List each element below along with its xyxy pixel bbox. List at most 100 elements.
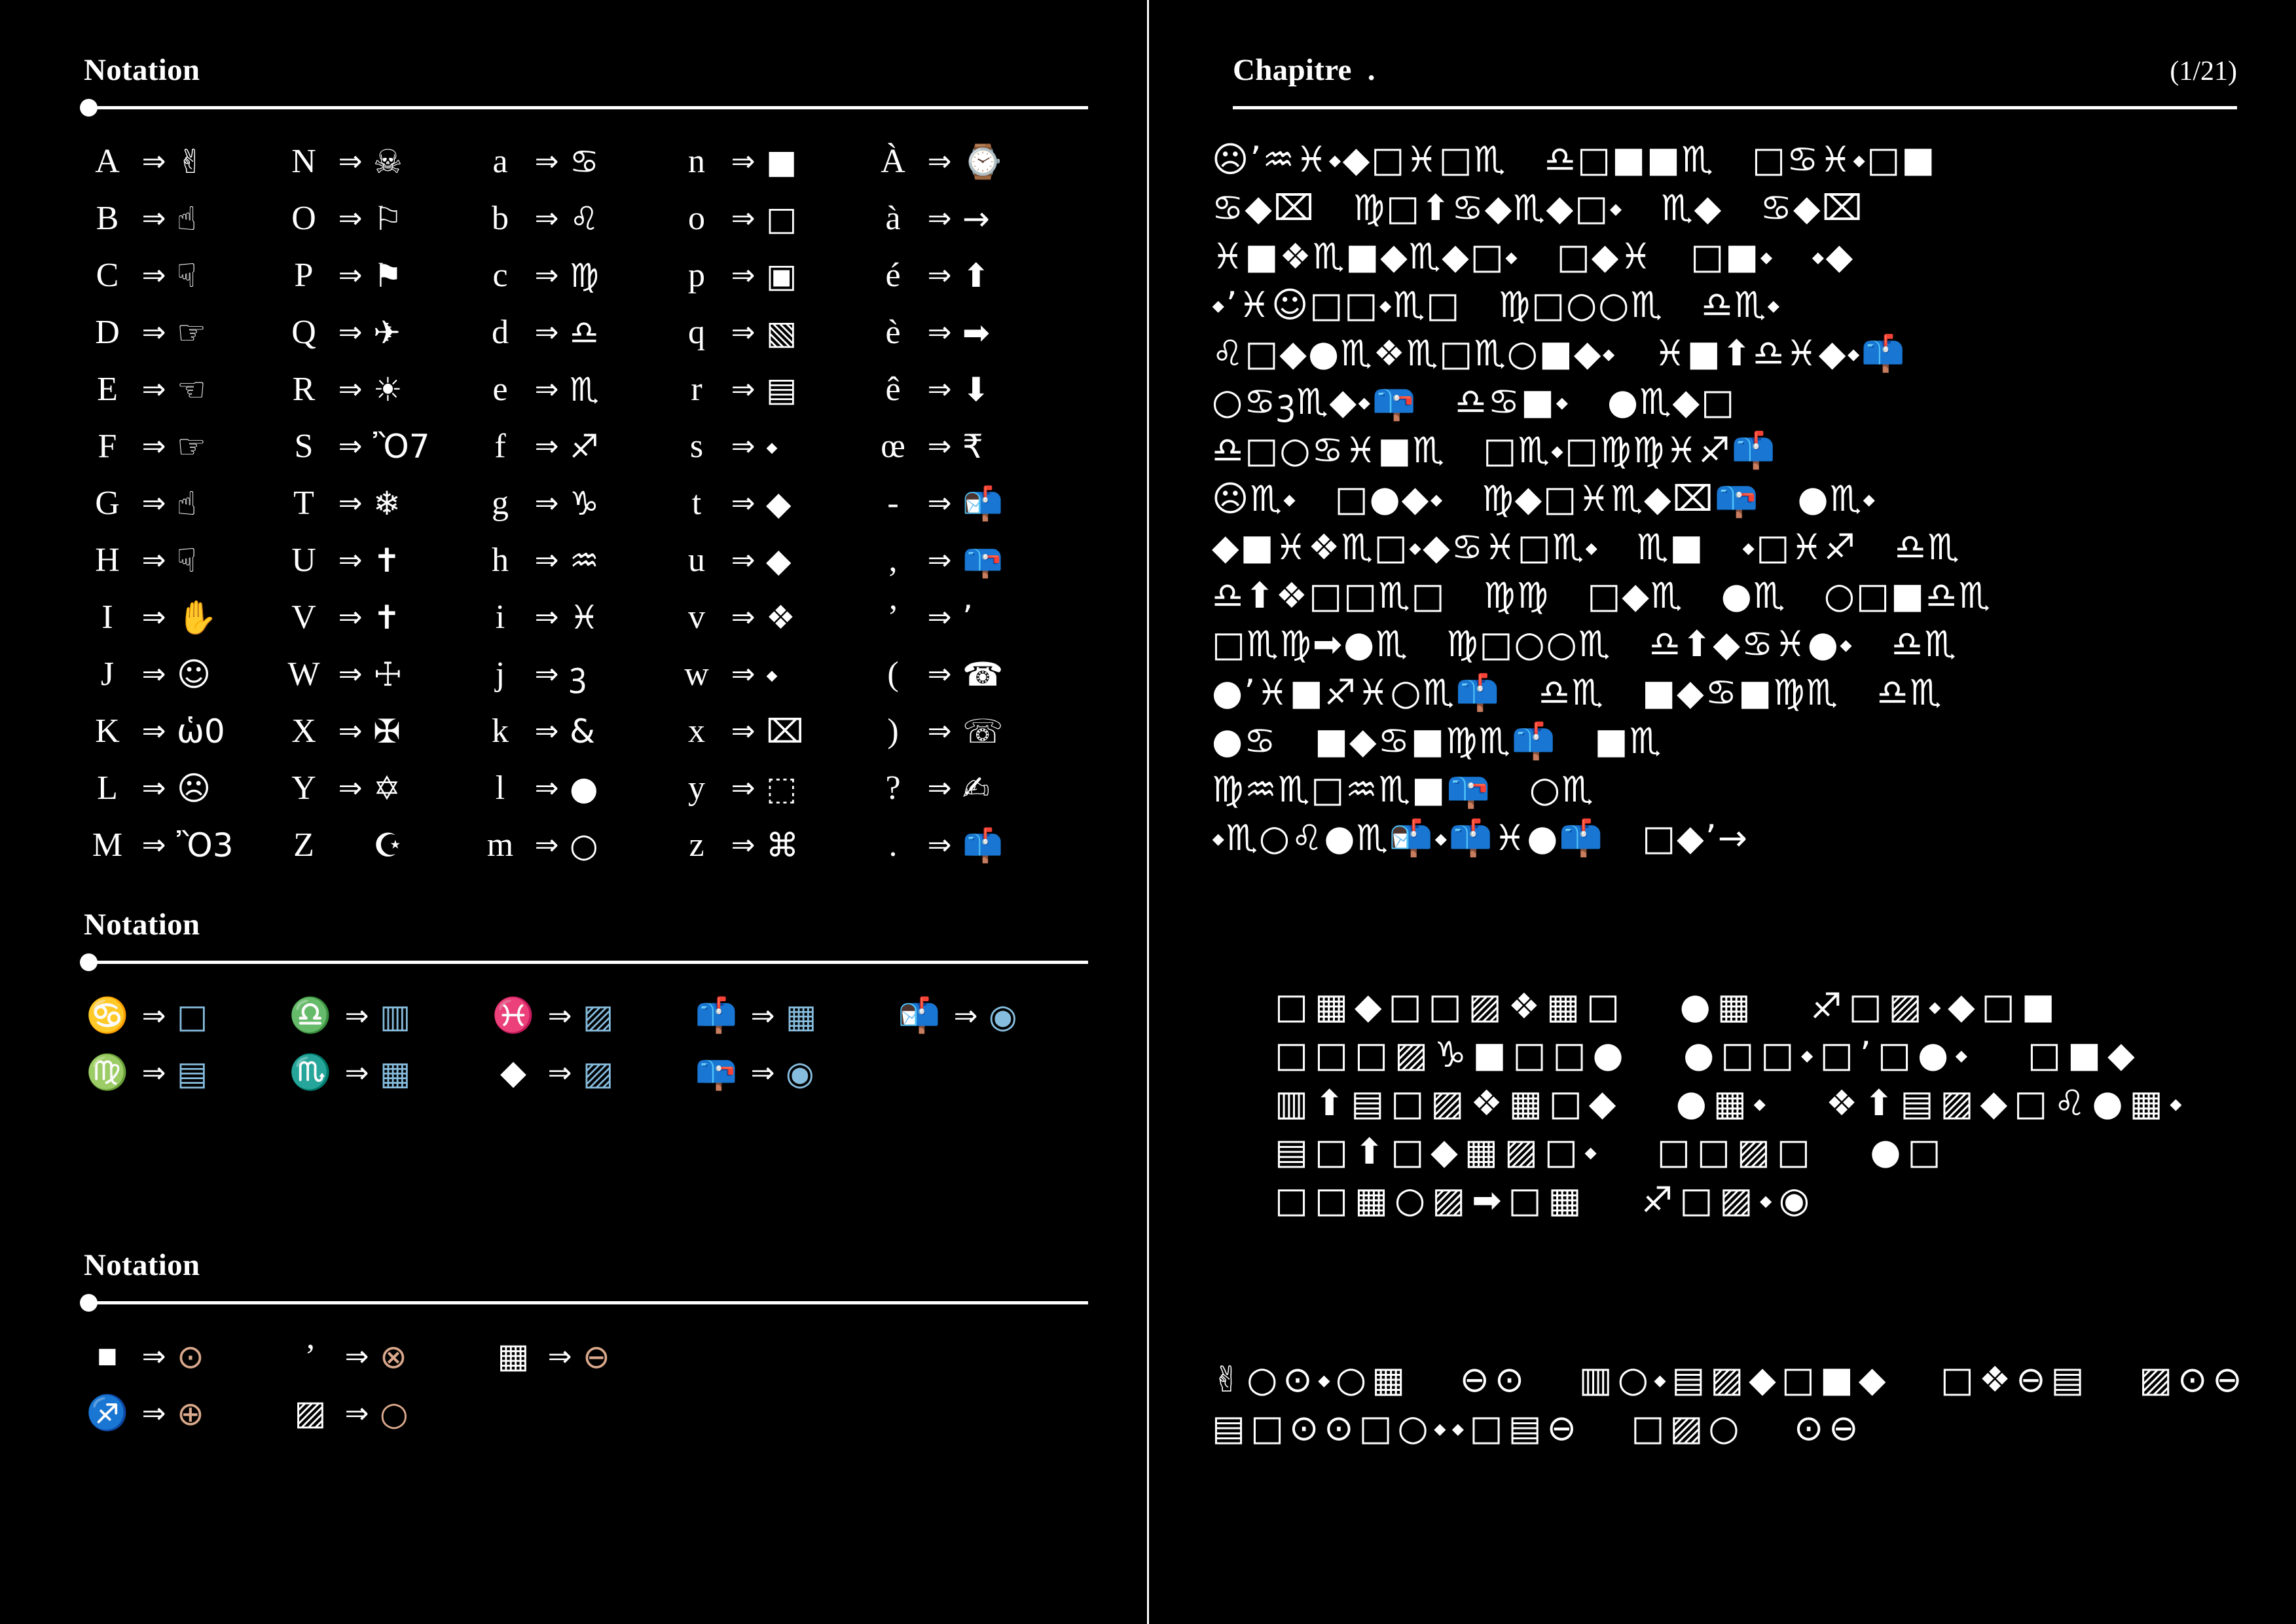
mapping-entry: b ⇒ ♌ bbox=[477, 190, 673, 247]
maps-to-arrow-icon: ⇒ bbox=[731, 486, 756, 520]
mapping-entry: q ⇒ ▧ bbox=[673, 304, 869, 361]
mapping-grid-alphabet: A ⇒ ✌ N ⇒ ☠ a ⇒ ♋ n ⇒ ■ À ⇒ ⌚ B ⇒ ☝ O ⇒ ⚐ b ⇒ ♌ o ⇒ □ à ⇒ → C ⇒ ☟ P ⇒ ⚑ c ⇒ ♍ p… bbox=[0, 133, 1147, 874]
maps-to-arrow-icon: ⇒ bbox=[927, 144, 952, 178]
maps-to-arrow-icon: ⇒ bbox=[731, 771, 756, 805]
mapping-target-icon: ☟ bbox=[177, 256, 197, 295]
mapping-source: ■ bbox=[97, 1337, 118, 1375]
mapping-source: S bbox=[294, 427, 314, 465]
mapping-target-icon: & bbox=[570, 712, 595, 750]
mapping-entry: j ⇒ ꝫ bbox=[477, 646, 673, 703]
mapping-entry: B ⇒ ☝ bbox=[84, 190, 280, 247]
mapping-source: œ bbox=[881, 427, 905, 465]
mapping-entry: ♏ ⇒ ▦ bbox=[287, 1044, 490, 1101]
mapping-entry: N ⇒ ☠ bbox=[280, 133, 477, 190]
mapping-entry: H ⇒ ☟ bbox=[84, 532, 280, 589]
maps-to-arrow-icon: ⇒ bbox=[731, 372, 756, 406]
mapping-entry: U ⇒ ✝ bbox=[280, 532, 477, 589]
mapping-row: B ⇒ ☝ O ⇒ ⚐ b ⇒ ♌ o ⇒ □ à ⇒ → bbox=[84, 190, 1147, 247]
maps-to-arrow-icon: ⇒ bbox=[547, 1056, 572, 1090]
mapping-source: Q bbox=[291, 313, 316, 351]
mapping-source: k bbox=[492, 712, 509, 750]
mapping-entry: m ⇒ ○ bbox=[477, 817, 673, 874]
mapping-entry: w ⇒ ⬩ bbox=[673, 646, 869, 703]
mapping-row: ■ ⇒ ⊙ ’ ⇒ ⊗ ▦ ⇒ ⊖ bbox=[84, 1328, 1147, 1385]
mapping-target-icon: ☜ bbox=[177, 370, 206, 409]
cipher-body-primary: ☹’♒♓⬩◆□♓□♏ ♎□■■♏ □♋♓⬩□■ ♋◆⌧ ♍□⬆♋◆♏◆□⬩ ♏◆ … bbox=[1149, 136, 2296, 862]
mapping-entry: e ⇒ ♏ bbox=[477, 361, 673, 418]
maps-to-arrow-icon: ⇒ bbox=[927, 828, 952, 862]
mapping-source: g bbox=[492, 484, 509, 522]
mapping-target-icon: ▨ bbox=[583, 1054, 614, 1092]
mapping-entry: ♓ ⇒ ▨ bbox=[490, 987, 693, 1044]
mapping-entry: A ⇒ ✌ bbox=[84, 133, 280, 190]
section-title: Notation bbox=[84, 1248, 200, 1282]
mapping-target-icon: ✝ bbox=[373, 541, 401, 580]
cipher-line: □□▦○▨➡□▦ ♐□▨⬩◉ bbox=[1275, 1179, 1816, 1221]
mapping-source: s bbox=[689, 427, 704, 465]
mapping-entry: 📫 ⇒ ▦ bbox=[693, 987, 896, 1044]
mapping-entry: , ⇒ 📪 bbox=[869, 532, 1066, 589]
maps-to-arrow-icon: ⇒ bbox=[338, 144, 363, 178]
mapping-source: ▨ bbox=[294, 1394, 327, 1432]
mapping-source: ◆ bbox=[500, 1054, 526, 1092]
rule-line bbox=[1233, 106, 2237, 109]
mapping-target-icon: ὡ0 bbox=[177, 712, 225, 750]
mapping-source: q bbox=[688, 313, 705, 351]
mapping-target-icon: □ bbox=[766, 199, 797, 238]
notation-section-blue: Notation ♋ ⇒ □ ♎ ⇒ ▥ ♓ ⇒ ▨ 📫 ⇒ ▦ 📬 ⇒ ◉ ♍ ⇒ ▤ ♏ ⇒ ▦ ◆ ⇒ ▨ 📪 ⇒ ◉ bbox=[0, 907, 1147, 1101]
mapping-target-icon: ■ bbox=[766, 142, 797, 181]
maps-to-arrow-icon: ⇒ bbox=[534, 144, 559, 178]
mapping-source: c bbox=[492, 256, 508, 294]
maps-to-arrow-icon: ⇒ bbox=[338, 657, 363, 691]
mapping-source: Z bbox=[293, 826, 314, 864]
maps-to-arrow-icon: ⇒ bbox=[927, 600, 952, 634]
mapping-entry: ♎ ⇒ ▥ bbox=[287, 987, 490, 1044]
maps-to-arrow-icon: ⇒ bbox=[534, 828, 559, 862]
maps-to-arrow-icon: ⇒ bbox=[731, 828, 756, 862]
mapping-source: z bbox=[689, 826, 704, 864]
maps-to-arrow-icon: ⇒ bbox=[141, 657, 166, 691]
mapping-source: O bbox=[291, 199, 316, 237]
cipher-line: ♍♒♏□♒♏■📪 ○♏ bbox=[1212, 769, 1595, 810]
maps-to-arrow-icon: ⇒ bbox=[141, 372, 166, 406]
mapping-entry: Y ⇒ ✡ bbox=[280, 760, 477, 817]
maps-to-arrow-icon: ⇒ bbox=[338, 543, 363, 577]
maps-to-arrow-icon: ⇒ bbox=[141, 429, 166, 463]
mapping-target-icon: ☎ bbox=[962, 655, 1004, 693]
mapping-entry: v ⇒ ❖ bbox=[673, 589, 869, 646]
maps-to-arrow-icon: ⇒ bbox=[534, 657, 559, 691]
mapping-entry: G ⇒ ☝ bbox=[84, 475, 280, 532]
mapping-row: J ⇒ ☺ W ⇒ ☩ j ⇒ ꝫ w ⇒ ⬩ (⇒ ☎ bbox=[84, 646, 1147, 703]
mapping-target-icon: ▣ bbox=[766, 256, 797, 295]
maps-to-arrow-icon: ⇒ bbox=[141, 999, 166, 1033]
mapping-entry: ? ⇒ ✍ bbox=[869, 760, 1066, 817]
mapping-target-icon: ♒ bbox=[570, 541, 599, 580]
mapping-entry: ) ⇒ ☏ bbox=[869, 703, 1066, 760]
mapping-target-icon: ♎ bbox=[570, 313, 599, 352]
mapping-row: G ⇒ ☝ T ⇒ ❄ g ⇒ ♑ t ⇒ ◆ - ⇒ 📬 bbox=[84, 475, 1147, 532]
mapping-source: À bbox=[881, 142, 905, 180]
mapping-grid-salmon: ■ ⇒ ⊙ ’ ⇒ ⊗ ▦ ⇒ ⊖ ♐ ⇒ ⊕ ▨ ⇒ ○ bbox=[0, 1328, 1147, 1442]
mapping-entry: ê ⇒ ⬇ bbox=[869, 361, 1066, 418]
mapping-row: C ⇒ ☟ P ⇒ ⚑ c ⇒ ♍ p ⇒ ▣ é ⇒ ⬆ bbox=[84, 247, 1147, 304]
cipher-body-blue: □▦◆□□▨❖▦□ ●▦ ♐□▨⬩◆□■ □□□▨♑■□□● ●□□⬩□’□●⬩ … bbox=[1149, 982, 2296, 1225]
maps-to-arrow-icon: ⇒ bbox=[338, 486, 363, 520]
mapping-entry: c ⇒ ♍ bbox=[477, 247, 673, 304]
mapping-source: U bbox=[291, 541, 316, 579]
mapping-target-icon: 📪 bbox=[962, 541, 1004, 580]
mapping-target-icon: ⬇ bbox=[962, 370, 990, 409]
mapping-target-icon: ꝫ bbox=[570, 655, 587, 693]
mapping-source: E bbox=[97, 370, 118, 408]
mapping-source: ♋ bbox=[86, 997, 129, 1035]
maps-to-arrow-icon: ⇒ bbox=[927, 201, 952, 235]
maps-to-arrow-icon: ⇒ bbox=[534, 201, 559, 235]
mapping-source: u bbox=[688, 541, 705, 579]
mapping-source: à bbox=[885, 199, 901, 237]
mapping-source: F bbox=[98, 427, 117, 465]
mapping-target-icon: ▦ bbox=[786, 997, 817, 1035]
chapitre-title: Chapitre . bbox=[1233, 53, 1376, 87]
cipher-line: ♓■❖♏■◆♏◆□⬩ □◆♓ □■⬩ ⬩◆ bbox=[1212, 236, 1855, 277]
mapping-source: H bbox=[95, 541, 120, 579]
maps-to-arrow-icon: ⇒ bbox=[338, 258, 363, 292]
